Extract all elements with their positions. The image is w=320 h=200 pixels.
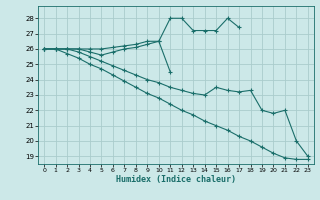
X-axis label: Humidex (Indice chaleur): Humidex (Indice chaleur) <box>116 175 236 184</box>
